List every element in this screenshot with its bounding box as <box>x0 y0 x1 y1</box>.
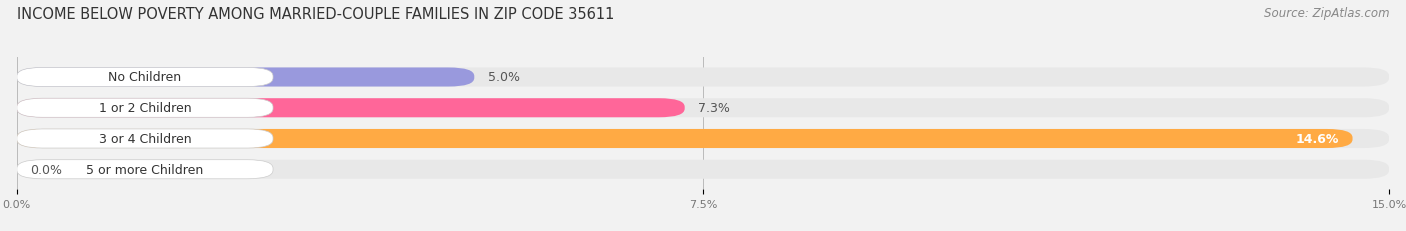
FancyBboxPatch shape <box>17 129 1353 148</box>
FancyBboxPatch shape <box>17 160 273 179</box>
FancyBboxPatch shape <box>17 68 474 87</box>
FancyBboxPatch shape <box>17 68 1389 87</box>
Text: 5.0%: 5.0% <box>488 71 520 84</box>
Text: 5 or more Children: 5 or more Children <box>86 163 204 176</box>
FancyBboxPatch shape <box>17 129 1389 148</box>
Text: 7.3%: 7.3% <box>699 102 730 115</box>
FancyBboxPatch shape <box>17 68 273 87</box>
FancyBboxPatch shape <box>17 99 685 118</box>
Text: 14.6%: 14.6% <box>1295 132 1339 145</box>
Text: 3 or 4 Children: 3 or 4 Children <box>98 132 191 145</box>
Text: No Children: No Children <box>108 71 181 84</box>
Text: INCOME BELOW POVERTY AMONG MARRIED-COUPLE FAMILIES IN ZIP CODE 35611: INCOME BELOW POVERTY AMONG MARRIED-COUPL… <box>17 7 614 22</box>
Text: 1 or 2 Children: 1 or 2 Children <box>98 102 191 115</box>
FancyBboxPatch shape <box>17 129 273 148</box>
FancyBboxPatch shape <box>17 99 1389 118</box>
FancyBboxPatch shape <box>17 160 1389 179</box>
FancyBboxPatch shape <box>17 99 273 118</box>
Text: Source: ZipAtlas.com: Source: ZipAtlas.com <box>1264 7 1389 20</box>
Text: 0.0%: 0.0% <box>31 163 63 176</box>
